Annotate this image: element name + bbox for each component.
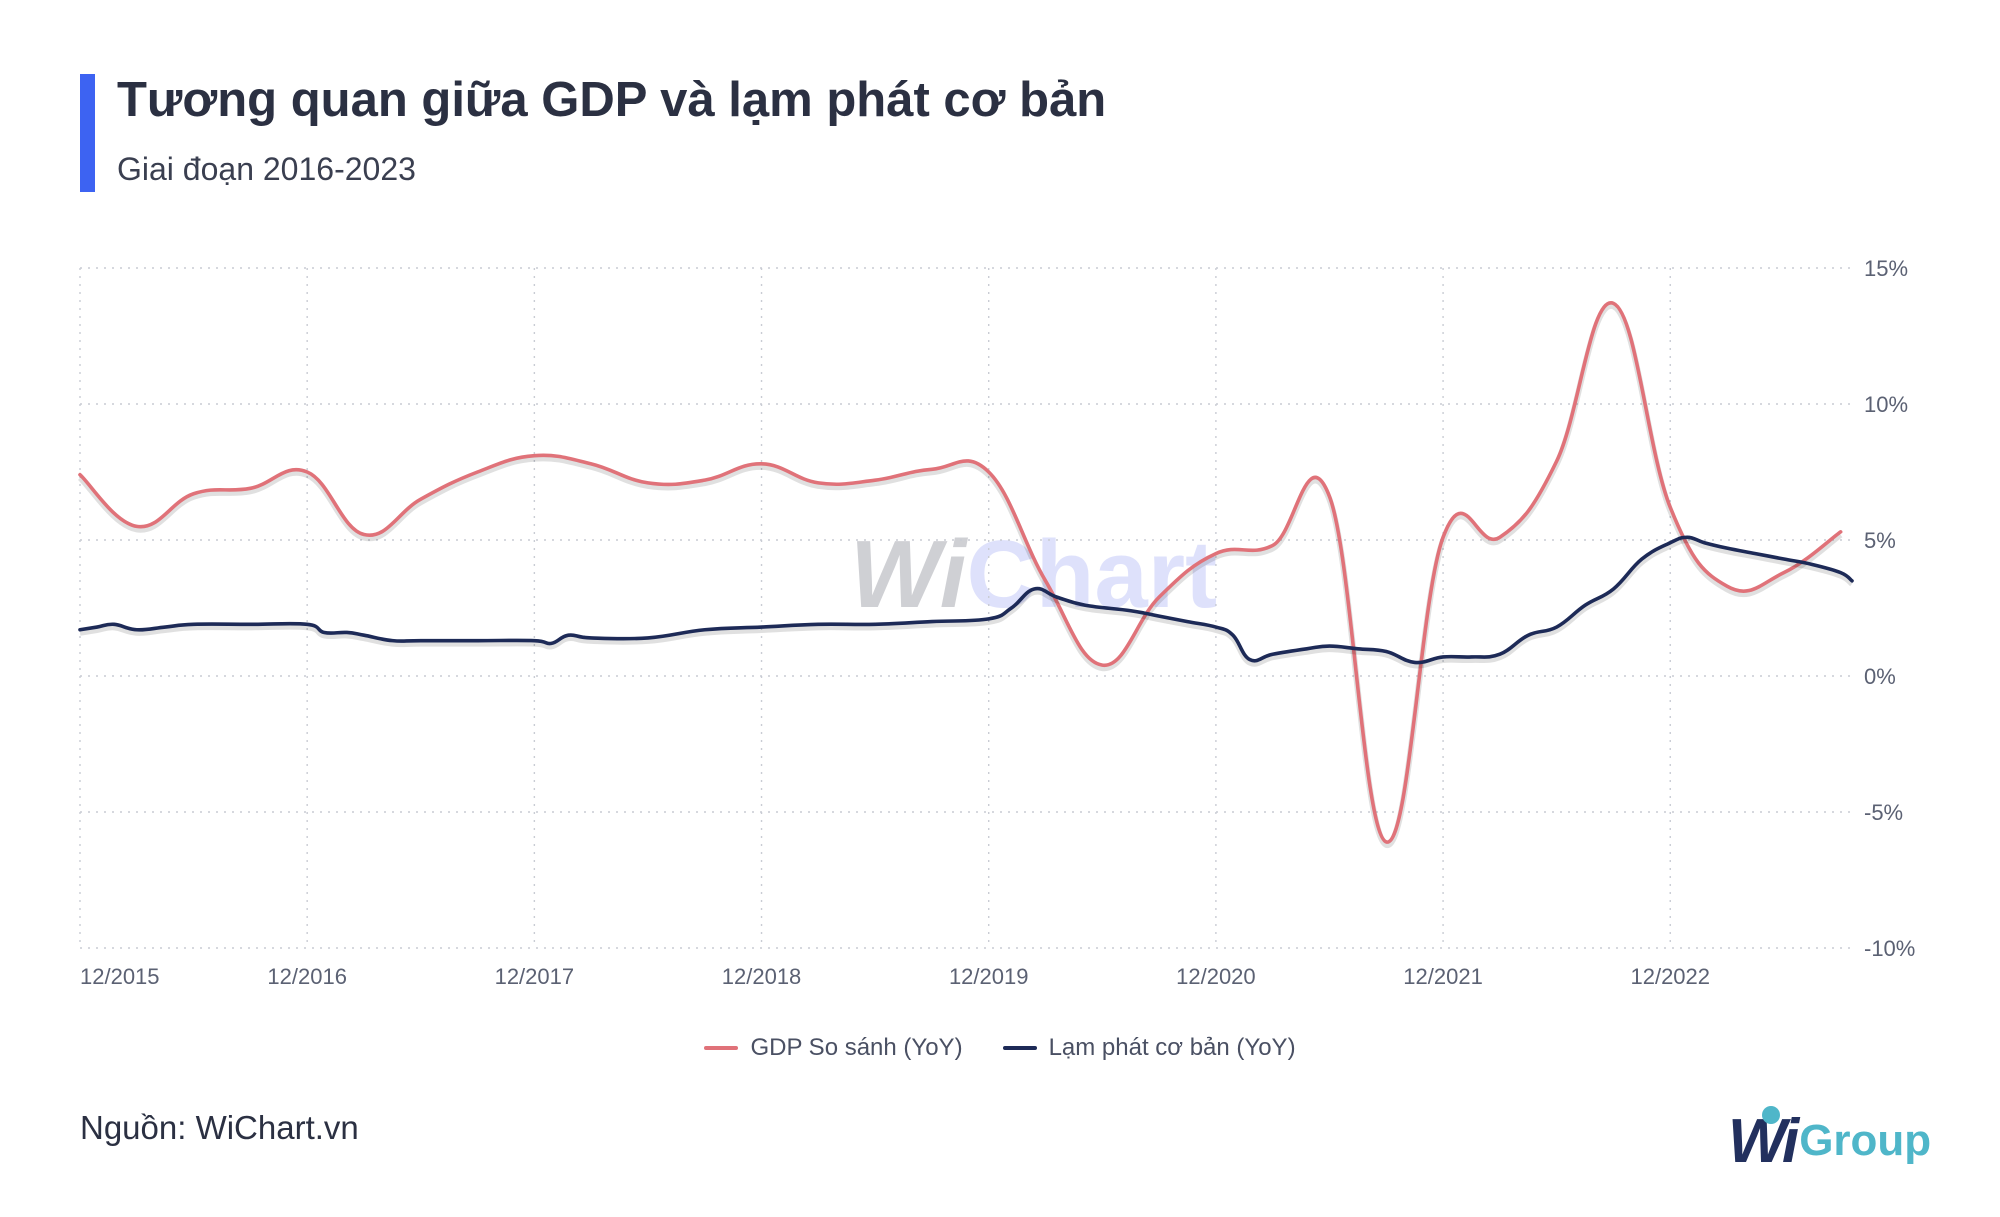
legend-swatch-core-inflation — [1002, 1046, 1037, 1050]
chart-title: Tương quan giữa GDP và lạm phát cơ bản — [117, 73, 1107, 127]
legend-swatch-gdp — [704, 1046, 739, 1050]
line-chart: 12/2015 12/2016 12/2017 12/2018 12/2019 12/20… — [77, 256, 1915, 989]
source-note: Nguồn: WiChart.vn — [80, 1109, 359, 1146]
y-tick-label: 5% — [1864, 528, 1896, 553]
gdp-series-line — [78, 301, 1843, 844]
legend-item-core-inflation[interactable]: Lạm phát cơ bản (YoY) — [1002, 1034, 1296, 1062]
logo-wi-mark: Wi — [1728, 1105, 1799, 1177]
logo-group-text: Group — [1799, 1116, 1932, 1165]
x-tick-label: 12/2021 — [1403, 964, 1483, 989]
series-layer — [77, 301, 1854, 848]
x-tick-label: 12/2019 — [949, 964, 1029, 989]
legend-label-core-inflation: Lạm phát cơ bản (YoY) — [1048, 1034, 1296, 1061]
chart-subtitle: Giai đoạn 2016-2023 — [117, 151, 416, 187]
logo-dot-icon — [1762, 1105, 1780, 1124]
x-tick-label: 12/2016 — [267, 964, 347, 989]
grid-lines — [79, 267, 1852, 949]
y-tick-label: -10% — [1864, 936, 1915, 961]
gdp-series-line-shadow — [77, 303, 1843, 848]
wichart-watermark: WiChart — [850, 520, 1217, 630]
wigroup-logo: Wi Group — [1728, 1105, 1932, 1177]
x-tick-label: 12/2017 — [495, 964, 575, 989]
y-tick-label: -5% — [1864, 800, 1903, 825]
legend-label-gdp: GDP So sánh (YoY) — [750, 1034, 963, 1061]
y-tick-label: 0% — [1864, 664, 1896, 689]
x-tick-label: 12/2018 — [722, 964, 802, 989]
core-inflation-series-line-shadow — [79, 537, 1854, 669]
y-tick-label: 10% — [1864, 392, 1908, 417]
x-axis-ticks: 12/2015 12/2016 12/2017 12/2018 12/2019 12/20… — [80, 964, 1710, 989]
x-tick-label: 12/2022 — [1630, 964, 1710, 989]
chart-legend: GDP So sánh (YoY) Lạm phát cơ bản (YoY) — [0, 1034, 2000, 1062]
core-inflation-series-line — [78, 535, 1854, 665]
x-tick-label: 12/2015 — [80, 964, 160, 989]
watermark-wi: Wi — [850, 521, 967, 628]
y-axis-ticks: 15% 10% 5% 0% -5% -10% — [1864, 256, 1915, 961]
x-tick-label: 12/2020 — [1176, 964, 1256, 989]
y-tick-label: 15% — [1864, 256, 1908, 281]
legend-item-gdp[interactable]: GDP So sánh (YoY) — [704, 1034, 963, 1062]
title-accent-bar — [80, 74, 95, 192]
